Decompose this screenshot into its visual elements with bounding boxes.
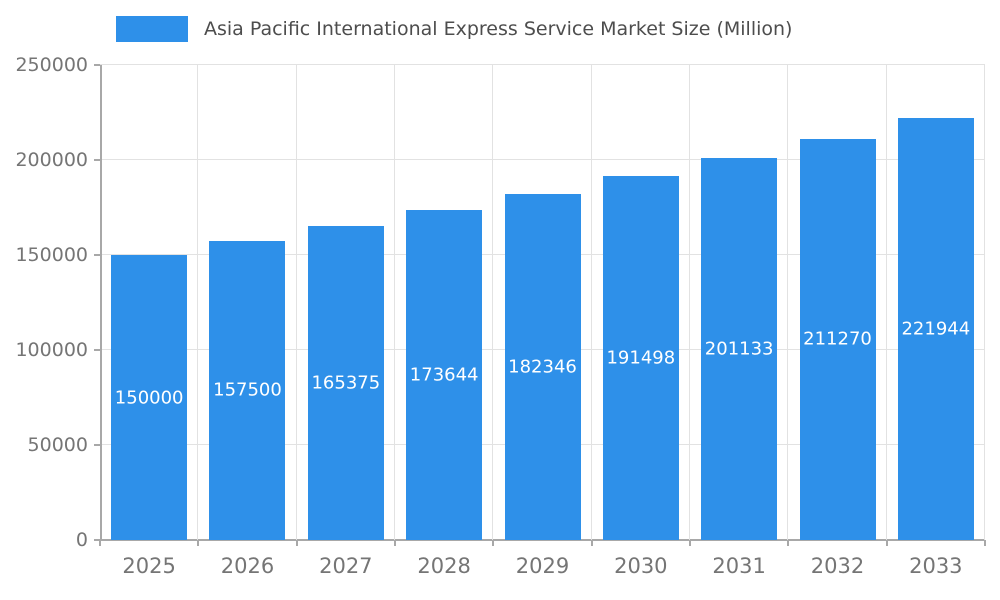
plot-area: 150000 157500 165375 173644 182346 191498 2011… xyxy=(100,64,985,541)
x-tick-mark xyxy=(984,540,986,546)
h-gridline xyxy=(100,64,985,65)
y-tick-mark xyxy=(94,254,100,256)
y-tick-label: 250000 xyxy=(15,54,88,76)
x-tick-label: 2031 xyxy=(712,554,766,578)
legend-label: Asia Pacific International Express Servi… xyxy=(204,18,793,40)
v-gridline xyxy=(885,65,887,540)
bar xyxy=(307,225,384,540)
v-gridline xyxy=(393,65,395,540)
x-tick-label: 2027 xyxy=(319,554,373,578)
x-tick-label: 2033 xyxy=(909,554,963,578)
v-gridline xyxy=(590,65,592,540)
bar xyxy=(504,193,581,540)
v-gridline xyxy=(787,65,789,540)
x-axis: 2025 2026 2027 2028 2029 2030 2031 2032 2033 xyxy=(99,540,986,590)
bar xyxy=(701,157,778,540)
y-tick-label: 0 xyxy=(75,529,88,551)
x-tick-mark xyxy=(295,540,298,546)
x-tick-label: 2026 xyxy=(220,554,275,578)
h-gridline xyxy=(100,539,985,541)
y-tick-mark xyxy=(94,444,100,446)
v-gridline xyxy=(688,65,690,540)
x-tick-label: 2029 xyxy=(515,554,570,578)
bar xyxy=(111,255,188,540)
legend-swatch xyxy=(116,16,188,42)
bar xyxy=(209,240,286,540)
x-tick-label: 2025 xyxy=(122,554,176,578)
y-tick-label: 150000 xyxy=(15,244,88,266)
bar xyxy=(897,118,974,540)
y-axis-line xyxy=(100,65,102,540)
x-tick-mark xyxy=(590,540,593,546)
v-gridline xyxy=(984,65,985,540)
x-tick-label: 2032 xyxy=(810,554,865,578)
y-tick-mark xyxy=(94,64,100,66)
x-tick-mark xyxy=(688,540,691,546)
x-tick-mark xyxy=(393,540,396,546)
legend: Asia Pacific International Express Servi… xyxy=(116,16,792,42)
bar xyxy=(602,176,679,540)
y-tick-mark xyxy=(94,539,100,541)
x-tick-mark xyxy=(492,540,495,546)
h-gridline xyxy=(100,159,985,160)
bar xyxy=(799,138,876,540)
y-axis: 0 50000 100000 150000 200000 250000 xyxy=(0,54,88,551)
v-gridline xyxy=(295,65,297,540)
bar xyxy=(406,210,483,540)
x-tick-mark xyxy=(197,540,200,546)
x-tick-label: 2030 xyxy=(614,554,668,578)
x-tick-mark xyxy=(99,540,101,546)
x-tick-label: 2028 xyxy=(417,554,471,578)
x-tick-mark xyxy=(885,540,888,546)
x-tick-mark xyxy=(787,540,790,546)
y-tick-label: 50000 xyxy=(27,434,88,456)
y-tick-mark xyxy=(94,349,100,351)
v-gridline xyxy=(492,65,494,540)
v-gridline xyxy=(197,65,199,540)
y-tick-label: 200000 xyxy=(15,149,88,171)
y-tick-mark xyxy=(94,159,100,161)
y-tick-label: 100000 xyxy=(15,339,88,361)
